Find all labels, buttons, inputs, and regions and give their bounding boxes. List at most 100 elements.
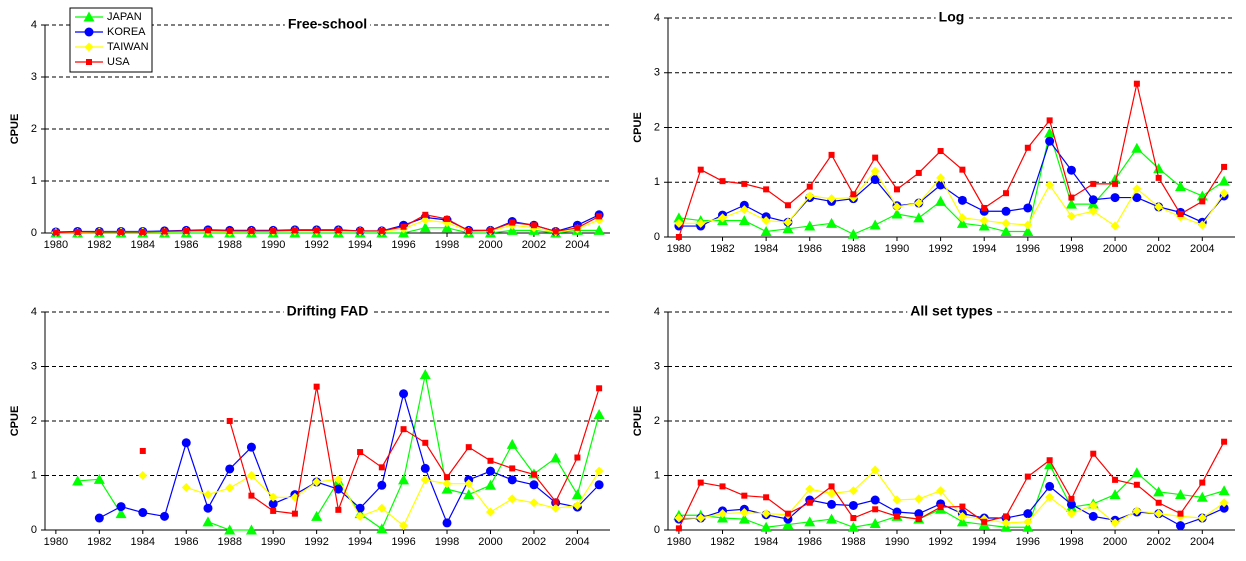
x-tick-label: 1984 <box>754 536 778 548</box>
y-tick-label: 2 <box>31 415 37 427</box>
marker <box>848 486 858 496</box>
marker <box>739 205 749 215</box>
marker <box>870 495 880 505</box>
marker <box>422 439 429 446</box>
marker <box>719 178 726 185</box>
marker <box>1090 450 1097 457</box>
marker <box>1219 498 1229 508</box>
marker <box>1045 481 1055 491</box>
marker <box>937 504 944 511</box>
marker <box>847 521 859 532</box>
marker <box>1088 511 1098 521</box>
marker <box>978 220 990 231</box>
marker <box>202 516 214 527</box>
marker <box>1046 117 1053 124</box>
x-tick-label: 1982 <box>87 536 111 548</box>
marker <box>936 486 946 496</box>
marker <box>444 215 451 222</box>
x-tick-label: 1980 <box>667 536 691 548</box>
marker <box>718 509 728 519</box>
x-tick-label: 1986 <box>174 536 198 548</box>
marker <box>485 507 495 517</box>
marker <box>485 466 495 476</box>
marker <box>551 503 561 513</box>
marker <box>248 492 255 499</box>
marker <box>248 227 255 234</box>
marker <box>442 479 452 489</box>
marker <box>914 494 924 504</box>
marker <box>83 11 95 22</box>
x-tick-label: 1996 <box>391 536 415 548</box>
marker <box>487 457 494 464</box>
x-tick-label: 1988 <box>841 243 865 255</box>
x-tick-label: 2002 <box>522 536 546 548</box>
x-tick-label: 1998 <box>1059 243 1083 255</box>
x-tick-label: 1996 <box>1016 243 1040 255</box>
marker <box>1110 518 1120 528</box>
marker <box>593 224 605 235</box>
marker <box>1022 226 1034 237</box>
marker <box>1132 184 1142 194</box>
legend-box <box>69 7 153 73</box>
marker <box>138 471 148 480</box>
y-axis-label: CPUE <box>632 112 644 143</box>
marker <box>1219 188 1229 198</box>
marker <box>594 466 604 476</box>
marker <box>399 521 409 531</box>
marker <box>1131 467 1143 478</box>
marker <box>891 208 903 219</box>
marker <box>335 227 342 234</box>
x-tick-label: 2004 <box>565 239 589 251</box>
y-tick-label: 3 <box>654 67 660 79</box>
marker <box>552 498 559 505</box>
y-axis-label: CPUE <box>9 114 21 145</box>
marker <box>593 408 605 419</box>
marker <box>441 483 453 494</box>
y-tick-label: 0 <box>654 524 660 536</box>
marker <box>675 234 682 240</box>
marker <box>981 204 988 211</box>
marker <box>850 515 857 522</box>
marker <box>1065 198 1077 209</box>
marker <box>84 27 94 37</box>
marker <box>804 220 816 231</box>
x-tick-label: 2002 <box>1146 536 1170 548</box>
y-tick-label: 2 <box>31 123 37 135</box>
marker <box>441 222 453 233</box>
marker <box>870 465 880 475</box>
y-tick-label: 1 <box>31 175 37 187</box>
marker <box>268 499 278 509</box>
marker <box>674 513 684 523</box>
marker <box>1023 203 1033 213</box>
title-background <box>284 15 371 32</box>
marker <box>827 488 837 498</box>
y-tick-label: 0 <box>654 231 660 243</box>
marker <box>268 492 278 502</box>
marker <box>313 227 320 234</box>
marker <box>1066 499 1076 509</box>
x-tick-label: 1994 <box>972 536 996 548</box>
x-tick-label: 1994 <box>972 243 996 255</box>
marker <box>1154 509 1164 519</box>
marker <box>675 525 682 532</box>
marker <box>1066 165 1076 175</box>
x-tick-label: 1984 <box>131 239 155 251</box>
y-tick-label: 0 <box>31 227 37 239</box>
y-tick-label: 1 <box>654 176 660 188</box>
marker <box>376 523 388 534</box>
marker <box>805 484 815 494</box>
marker <box>739 508 749 518</box>
marker <box>915 516 922 523</box>
marker <box>915 169 922 176</box>
chart-title: Free-school <box>288 16 367 32</box>
x-tick-label: 2004 <box>1190 243 1214 255</box>
marker <box>183 227 190 234</box>
marker <box>1109 489 1121 500</box>
x-tick-label: 2000 <box>478 536 502 548</box>
y-tick-label: 0 <box>31 524 37 536</box>
series-line <box>678 83 1225 238</box>
marker <box>892 202 902 212</box>
marker <box>827 499 837 509</box>
x-tick-label: 1988 <box>217 239 241 251</box>
